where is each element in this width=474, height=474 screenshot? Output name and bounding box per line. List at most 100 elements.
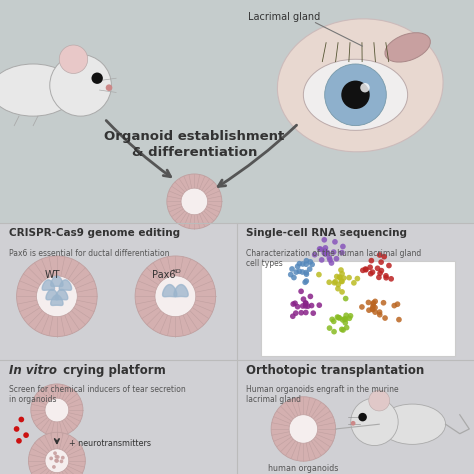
Circle shape <box>340 327 346 333</box>
Circle shape <box>336 282 341 287</box>
Circle shape <box>300 269 305 275</box>
Circle shape <box>18 417 24 422</box>
Circle shape <box>304 271 310 277</box>
Circle shape <box>310 262 315 267</box>
Circle shape <box>321 237 327 243</box>
Circle shape <box>316 272 322 277</box>
Bar <box>261 261 455 356</box>
Circle shape <box>327 255 332 261</box>
Circle shape <box>340 317 346 323</box>
Ellipse shape <box>277 19 443 152</box>
Circle shape <box>319 257 325 263</box>
Circle shape <box>17 256 97 337</box>
Circle shape <box>343 296 348 301</box>
Circle shape <box>343 320 348 326</box>
Circle shape <box>55 458 58 462</box>
Circle shape <box>372 305 378 310</box>
Text: WT: WT <box>45 270 60 280</box>
Circle shape <box>309 303 314 309</box>
Circle shape <box>370 301 376 307</box>
Circle shape <box>339 271 345 276</box>
Circle shape <box>289 415 318 443</box>
Polygon shape <box>174 284 188 297</box>
Circle shape <box>334 256 339 262</box>
Circle shape <box>368 271 374 276</box>
Circle shape <box>339 279 345 284</box>
Circle shape <box>295 304 301 310</box>
Circle shape <box>344 325 349 330</box>
Text: crying platform: crying platform <box>59 364 166 377</box>
Circle shape <box>386 263 392 268</box>
Circle shape <box>363 266 368 272</box>
Circle shape <box>308 293 313 299</box>
Circle shape <box>367 264 373 270</box>
Circle shape <box>335 286 341 292</box>
Circle shape <box>377 312 383 318</box>
Circle shape <box>337 315 342 321</box>
Circle shape <box>359 304 365 310</box>
Circle shape <box>395 301 401 307</box>
Text: human organoids: human organoids <box>268 464 338 473</box>
Circle shape <box>347 313 353 319</box>
Text: Lacrimal gland: Lacrimal gland <box>248 11 320 22</box>
Circle shape <box>61 456 64 460</box>
Text: Single-cell RNA sequencing: Single-cell RNA sequencing <box>246 228 408 237</box>
Circle shape <box>370 307 375 312</box>
Circle shape <box>346 316 352 321</box>
Circle shape <box>339 250 345 255</box>
Circle shape <box>363 267 369 273</box>
Circle shape <box>339 327 345 332</box>
Circle shape <box>351 398 398 446</box>
Circle shape <box>167 174 222 229</box>
Circle shape <box>371 300 376 306</box>
Circle shape <box>303 310 309 315</box>
Circle shape <box>331 329 337 335</box>
Circle shape <box>346 275 352 281</box>
Circle shape <box>383 273 389 279</box>
Circle shape <box>381 300 386 306</box>
Circle shape <box>23 432 29 438</box>
Circle shape <box>318 246 324 252</box>
Ellipse shape <box>379 404 446 445</box>
Circle shape <box>325 250 330 255</box>
Circle shape <box>379 268 384 273</box>
Circle shape <box>298 289 304 294</box>
Circle shape <box>28 432 85 474</box>
Circle shape <box>288 272 293 277</box>
Circle shape <box>327 279 332 285</box>
Circle shape <box>300 261 306 267</box>
Circle shape <box>369 390 390 411</box>
Circle shape <box>358 413 367 421</box>
Circle shape <box>303 303 309 309</box>
Circle shape <box>341 316 347 322</box>
Circle shape <box>351 421 356 426</box>
Polygon shape <box>51 276 63 286</box>
Polygon shape <box>51 295 63 305</box>
Circle shape <box>370 304 376 310</box>
Circle shape <box>303 270 309 275</box>
Circle shape <box>328 260 334 266</box>
Polygon shape <box>46 289 58 300</box>
Ellipse shape <box>385 33 430 62</box>
Circle shape <box>337 274 342 280</box>
Circle shape <box>331 319 337 324</box>
Circle shape <box>291 301 296 307</box>
Circle shape <box>289 266 295 272</box>
Polygon shape <box>55 289 68 300</box>
Circle shape <box>331 280 337 286</box>
Circle shape <box>55 459 58 463</box>
Circle shape <box>45 449 69 473</box>
Circle shape <box>317 246 322 252</box>
Bar <box>0 0 474 223</box>
Circle shape <box>388 276 394 282</box>
Circle shape <box>325 64 386 126</box>
Bar <box>0 360 474 474</box>
Circle shape <box>296 268 302 274</box>
Circle shape <box>375 265 381 271</box>
Circle shape <box>376 274 382 280</box>
Circle shape <box>301 296 306 302</box>
Text: Organoid establishment
& differentiation: Organoid establishment & differentiation <box>104 130 284 159</box>
Polygon shape <box>163 284 177 297</box>
Circle shape <box>370 306 375 311</box>
Text: Characterization of the human lacrimal gland
cell types: Characterization of the human lacrimal g… <box>246 249 422 268</box>
